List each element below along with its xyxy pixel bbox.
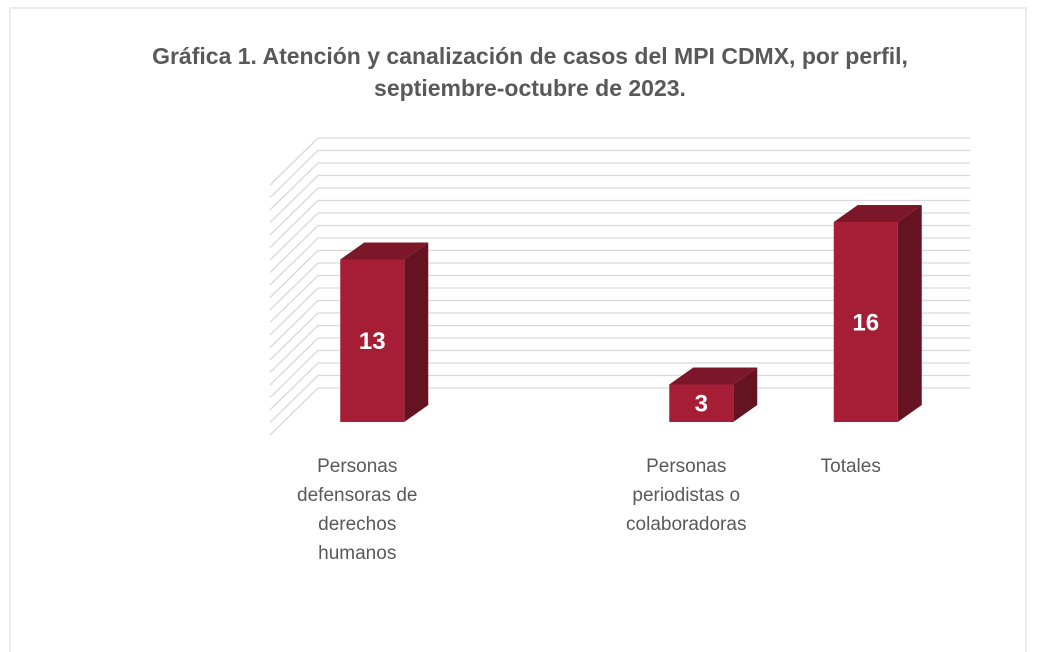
bar-top xyxy=(340,242,429,260)
grid-line xyxy=(269,312,970,361)
x-tick-label: Personas defensoras de derechos humanos xyxy=(297,456,418,564)
bar xyxy=(340,259,405,422)
grid-line xyxy=(269,237,970,286)
data-label: 16 xyxy=(852,309,879,336)
grid-line xyxy=(269,149,970,198)
grid-line xyxy=(269,174,970,223)
grid-line xyxy=(269,137,970,186)
bar xyxy=(833,222,898,422)
bar-side xyxy=(404,242,429,422)
grid-line xyxy=(269,362,970,411)
grid-line xyxy=(269,224,970,273)
data-label: 3 xyxy=(695,391,708,418)
grid-line xyxy=(269,274,970,323)
bar-side xyxy=(897,205,922,422)
x-tick-label: Totales xyxy=(820,456,881,477)
frame xyxy=(9,7,1027,652)
grid-line xyxy=(269,349,970,398)
x-tick-label: Personas periodistas o colaboradoras xyxy=(626,456,747,535)
bar xyxy=(669,384,734,422)
grid-line xyxy=(269,199,970,248)
bar-top xyxy=(833,205,922,222)
chart-title: Gráfica 1. Atención y canalización de ca… xyxy=(152,43,908,101)
grid-line xyxy=(269,187,970,236)
grid-line xyxy=(269,324,970,373)
grid-line xyxy=(269,212,970,261)
data-label: 13 xyxy=(359,328,386,355)
grid-line xyxy=(269,249,970,298)
bar-top xyxy=(669,367,758,385)
bar-side xyxy=(733,367,758,422)
grid-line xyxy=(269,162,970,211)
grid-line xyxy=(269,262,970,311)
grid-line xyxy=(269,337,970,386)
grid-line xyxy=(269,299,970,348)
grid-line xyxy=(269,287,970,336)
